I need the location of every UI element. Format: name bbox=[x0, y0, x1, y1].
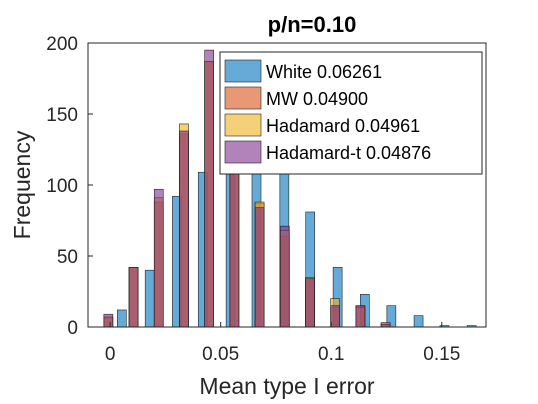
chart-title: p/n=0.10 bbox=[268, 12, 357, 37]
bar-series-3-7 bbox=[279, 225, 290, 328]
legend-box bbox=[219, 51, 483, 175]
legend-swatch-3 bbox=[224, 140, 262, 164]
x-tick-label-1: 0.05 bbox=[202, 344, 239, 365]
bar-series-3-0 bbox=[103, 313, 114, 328]
legend-swatch-1 bbox=[224, 86, 262, 110]
y-tick-label-0: 0 bbox=[67, 318, 78, 339]
bar-series-0-0 bbox=[117, 309, 127, 328]
bar-series-3-6 bbox=[254, 207, 265, 328]
bar-series-0-1 bbox=[144, 269, 155, 328]
bar-series-3-10 bbox=[355, 305, 366, 328]
y-tick-label-4: 200 bbox=[46, 34, 78, 55]
x-axis-label: Mean type I error bbox=[199, 373, 374, 399]
bars-layer bbox=[103, 49, 477, 328]
bar-series-0-11 bbox=[413, 315, 424, 328]
bar-series-3-3 bbox=[179, 130, 189, 328]
y-tick-label-3: 150 bbox=[46, 105, 78, 126]
bar-series-3-1 bbox=[128, 267, 139, 328]
legend-label-1: MW 0.04900 bbox=[266, 89, 368, 109]
bar-series-3-8 bbox=[305, 278, 315, 328]
x-tick-label-2: 0.1 bbox=[318, 344, 344, 365]
bar-series-3-4 bbox=[204, 49, 214, 328]
bar-series-3-2 bbox=[153, 188, 164, 328]
legend-label-3: Hadamard-t 0.04876 bbox=[266, 143, 431, 163]
y-axis-label: Frequency bbox=[9, 130, 35, 239]
ticks-layer: 0 0.05 0.1 0.15 0 50 100 150 200 bbox=[46, 34, 460, 365]
bar-series-3-9 bbox=[330, 305, 341, 328]
legend-swatch-2 bbox=[224, 113, 262, 137]
legend-swatch-0 bbox=[224, 59, 262, 83]
y-tick-label-2: 100 bbox=[46, 176, 78, 197]
x-tick-label-3: 0.15 bbox=[423, 344, 460, 365]
legend-label-2: Hadamard 0.04961 bbox=[266, 116, 420, 136]
x-tick-label-0: 0 bbox=[105, 344, 116, 365]
legend-label-0: White 0.06261 bbox=[266, 62, 382, 82]
y-tick-label-1: 50 bbox=[57, 247, 78, 268]
legend: White 0.06261 MW 0.04900 Hadamard 0.04961 H… bbox=[219, 51, 483, 175]
